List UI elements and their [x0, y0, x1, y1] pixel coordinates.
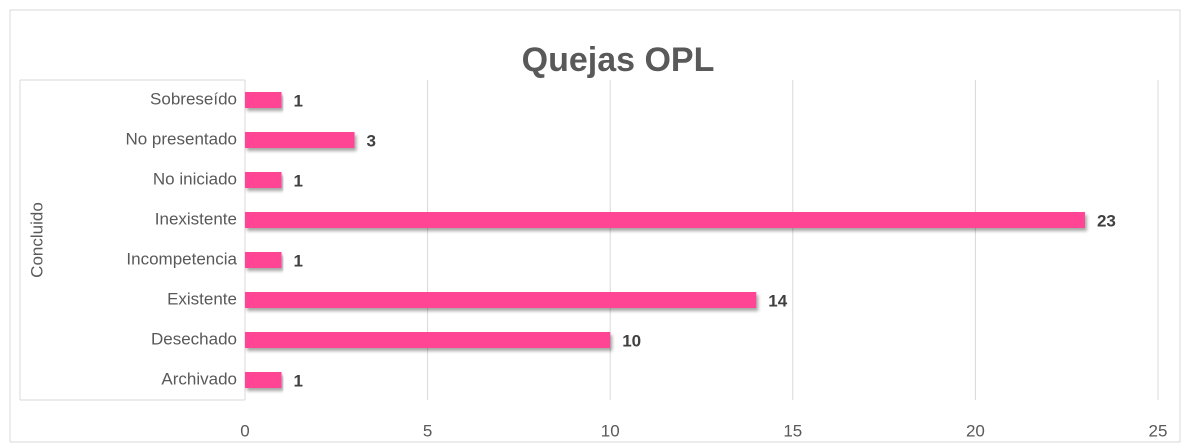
data-label: 1: [294, 91, 303, 110]
x-tick-label: 15: [783, 421, 802, 440]
y-tick-label: Incompetencia: [126, 249, 237, 268]
y-tick-label: Sobreseído: [150, 89, 237, 108]
x-tick-label: 0: [240, 421, 249, 440]
data-label: 1: [294, 371, 303, 390]
data-label: 3: [367, 131, 376, 150]
bar: [245, 332, 611, 348]
bar: [245, 212, 1085, 228]
x-tick-label: 5: [423, 421, 432, 440]
chart-frame: [9, 9, 1181, 443]
y-tick-label: Desechado: [151, 329, 237, 348]
bar: [245, 172, 282, 188]
y-tick-label: No iniciado: [153, 169, 237, 188]
y-tick-label: Existente: [167, 289, 237, 308]
group-label: Concluido: [27, 202, 46, 278]
data-label: 1: [294, 171, 303, 190]
bar: [245, 92, 282, 108]
x-tick-label: 20: [966, 421, 985, 440]
y-tick-label: No presentado: [125, 129, 237, 148]
y-tick-label: Archivado: [161, 369, 237, 388]
data-label: 23: [1097, 211, 1116, 230]
bar: [245, 372, 282, 388]
x-tick-label: 25: [1149, 421, 1168, 440]
y-tick-label: Inexistente: [155, 209, 237, 228]
chart-title: Quejas OPL: [522, 41, 715, 79]
bar: [245, 132, 355, 148]
data-label: 10: [622, 331, 641, 350]
x-tick-label: 10: [601, 421, 620, 440]
bar: [245, 252, 282, 268]
data-label: 14: [768, 291, 787, 310]
data-label: 1: [294, 251, 303, 270]
bar: [245, 292, 757, 308]
